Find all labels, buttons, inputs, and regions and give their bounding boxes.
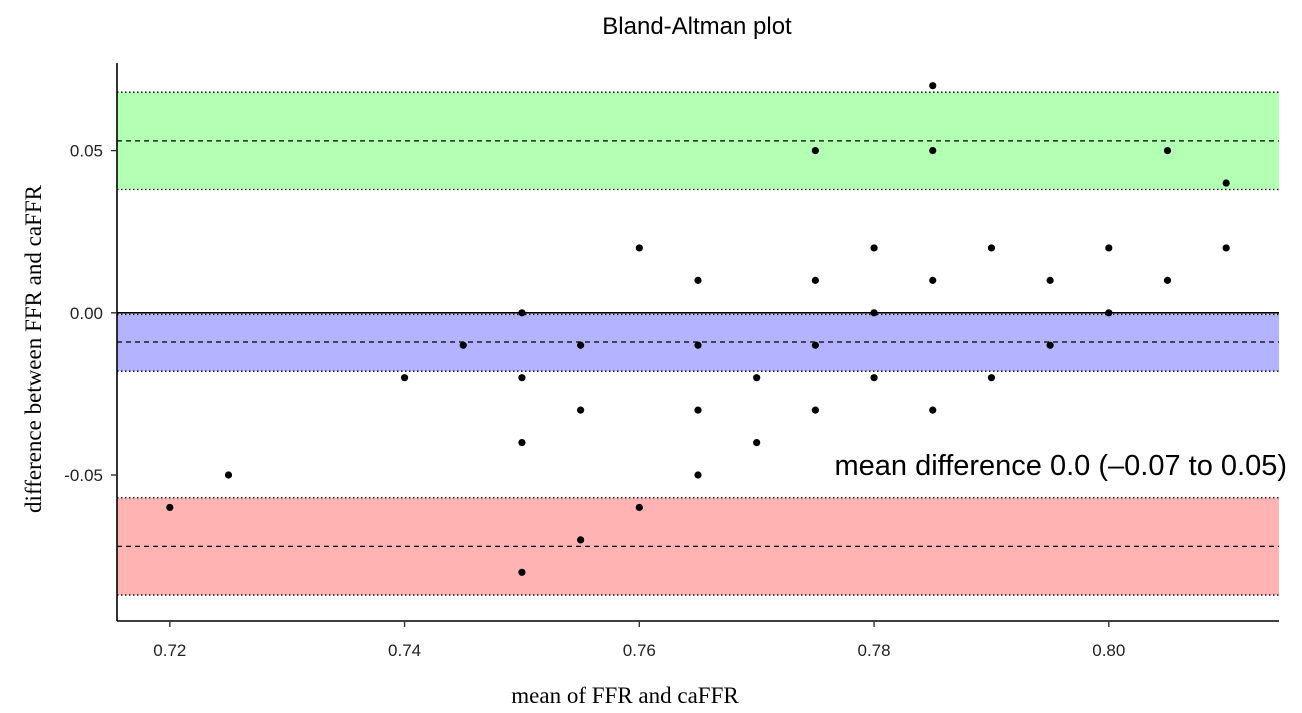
data-point — [1163, 146, 1172, 155]
data-point — [459, 341, 467, 349]
data-point — [635, 503, 643, 512]
data-point — [1046, 276, 1054, 284]
data-point — [1222, 179, 1230, 187]
data-point — [694, 276, 702, 284]
data-point — [224, 471, 233, 479]
data-points — [166, 82, 1230, 576]
data-point — [753, 438, 761, 447]
data-point — [166, 503, 174, 512]
data-point — [753, 374, 761, 382]
x-tick-label: 0.74 — [388, 641, 421, 660]
x-tick-label: 0.72 — [153, 641, 186, 660]
data-point — [870, 309, 878, 317]
data-point — [694, 341, 702, 349]
data-point — [635, 244, 643, 252]
data-point — [1105, 244, 1113, 252]
data-point — [987, 244, 996, 252]
data-point — [870, 374, 878, 382]
data-point — [1222, 244, 1230, 252]
data-point — [518, 374, 526, 382]
x-tick-label: 0.78 — [858, 641, 891, 660]
y-tick-label: 0.05 — [70, 142, 103, 161]
data-point — [811, 276, 819, 284]
data-point — [929, 82, 937, 90]
axes: 0.72 0.74 0.76 0.78 0.80 -0.05 0.00 0.05 — [64, 63, 1279, 660]
data-point — [577, 341, 585, 349]
data-point — [987, 374, 996, 382]
data-point — [870, 244, 878, 252]
y-axis-label: difference between FFR and caFFR — [21, 184, 46, 513]
data-point — [518, 309, 526, 317]
y-tick-label: 0.00 — [70, 304, 103, 323]
data-point — [1046, 341, 1054, 349]
data-point — [518, 438, 526, 447]
data-point — [577, 406, 585, 414]
data-point — [929, 146, 937, 155]
y-tick-label: -0.05 — [64, 466, 103, 485]
data-point — [1163, 276, 1172, 284]
data-point — [811, 406, 819, 414]
data-point — [518, 568, 526, 576]
data-point — [811, 341, 819, 349]
data-point — [694, 471, 702, 479]
chart-title: Bland-Altman plot — [602, 13, 792, 40]
data-point — [400, 374, 409, 382]
data-point — [577, 536, 585, 544]
x-tick-label: 0.76 — [623, 641, 656, 660]
data-point — [811, 146, 819, 155]
data-point — [1105, 309, 1113, 317]
data-point — [929, 406, 937, 414]
data-point — [929, 276, 937, 284]
x-axis-label: mean of FFR and caFFR — [511, 683, 739, 708]
x-tick-label: 0.80 — [1092, 641, 1125, 660]
agreement-bands — [117, 91, 1279, 596]
data-point — [694, 406, 702, 414]
mean-difference-annotation: mean difference 0.0 (–0.07 to 0.05) — [835, 450, 1288, 482]
